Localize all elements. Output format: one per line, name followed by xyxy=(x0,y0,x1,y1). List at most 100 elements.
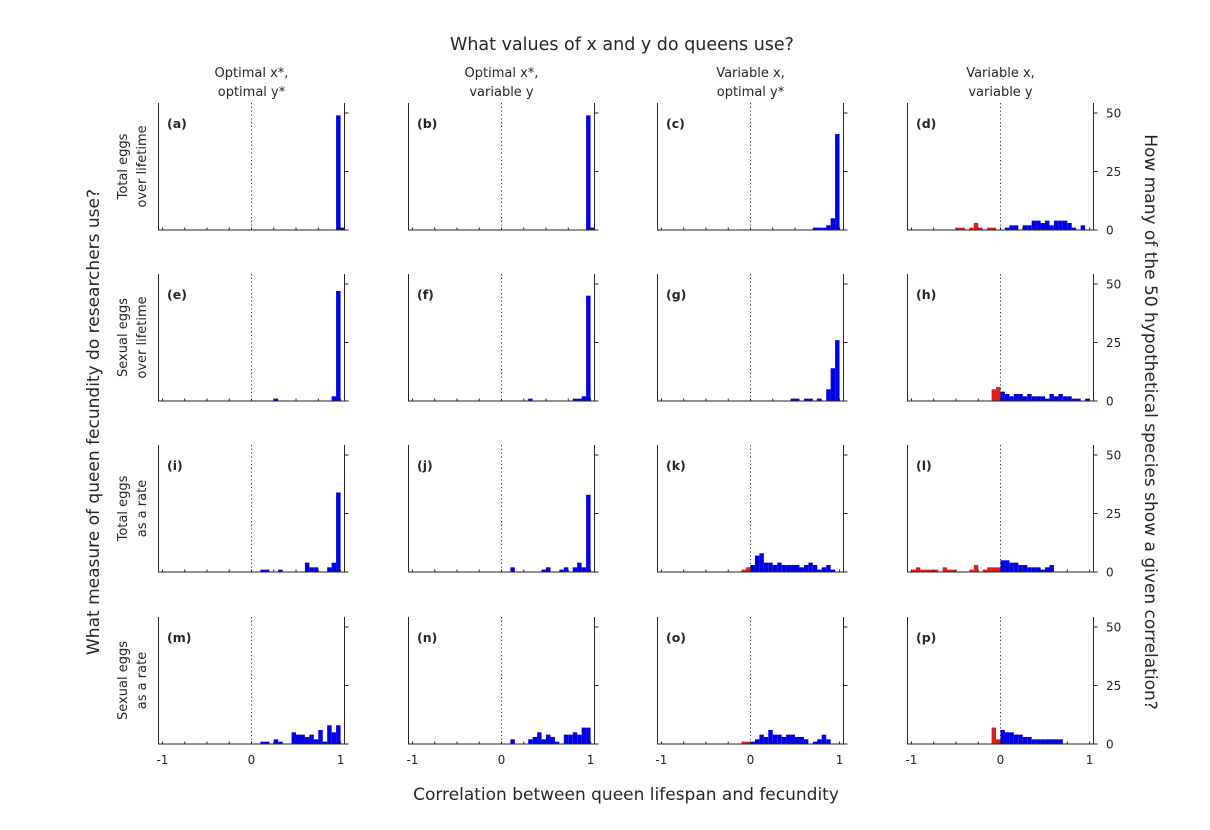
histogram-bar xyxy=(915,567,921,572)
histogram-bar xyxy=(264,741,270,744)
y-tick-label: 50 xyxy=(1106,621,1121,635)
histogram-bar xyxy=(1027,736,1032,744)
panel-k: (k) xyxy=(657,445,848,573)
histogram-bar xyxy=(1022,736,1028,744)
histogram-bar xyxy=(309,567,314,572)
histogram-bar xyxy=(1053,220,1059,230)
column-header-line1: Optimal x*, xyxy=(215,66,289,81)
histogram-bar xyxy=(795,564,800,572)
histogram-bar xyxy=(786,564,791,572)
row-label-line2: as a rate xyxy=(135,652,150,709)
histogram-bar xyxy=(826,739,831,744)
column-header-2: Optimal x*, variable y xyxy=(465,66,539,100)
histogram-bar xyxy=(572,732,578,744)
panel-label: (h) xyxy=(916,287,936,302)
row-label-line1: Total eggs xyxy=(116,475,131,542)
panel-label: (o) xyxy=(666,630,686,645)
figure-title: What values of x and y do queens use? xyxy=(450,35,794,55)
histogram-bar xyxy=(1036,567,1041,572)
histogram-bar xyxy=(309,734,314,744)
panel-n: -1 0 1 (n) xyxy=(406,617,599,767)
histogram-bar xyxy=(264,569,270,572)
histogram-bar xyxy=(786,734,791,744)
column-header-line1: Variable x, xyxy=(966,66,1035,81)
right-axis-label: How many of the 50 hypothetical species … xyxy=(1140,134,1160,710)
histogram-bar xyxy=(550,736,555,744)
histogram-bar xyxy=(996,567,1001,572)
histogram-bar xyxy=(1027,393,1032,401)
histogram-bar xyxy=(568,734,573,744)
histogram-bar xyxy=(1004,227,1010,230)
histogram-bar xyxy=(754,555,760,572)
histogram-bar xyxy=(817,739,822,744)
panel-label: (a) xyxy=(167,116,187,131)
panel-b: (b) xyxy=(408,103,599,231)
histogram-bar xyxy=(933,569,939,572)
panel-i: (i) xyxy=(158,445,349,573)
histogram-bar xyxy=(336,291,341,401)
histogram-bar xyxy=(821,567,827,572)
row-label-line1: Sexual eggs xyxy=(116,641,131,720)
y-tick-label: 0 xyxy=(1106,566,1114,580)
panel-c: (c) xyxy=(657,103,848,231)
panel-label: (k) xyxy=(666,458,686,473)
histogram-bar xyxy=(795,736,800,744)
panel-label: (e) xyxy=(167,287,187,302)
histogram-bar xyxy=(327,725,332,744)
histogram-bar xyxy=(768,729,773,744)
column-header-3: Variable x, optimal y* xyxy=(716,66,785,100)
histogram-bar xyxy=(581,567,587,572)
histogram-bar xyxy=(973,564,979,572)
histogram-bar xyxy=(951,569,956,572)
panel-h: 0 25 50 (h) xyxy=(907,274,1121,409)
histogram-bar xyxy=(759,734,764,744)
row-label-3: Total eggs as a rate xyxy=(116,475,150,542)
x-tick-label: -1 xyxy=(905,753,917,767)
histogram-bar xyxy=(1009,396,1014,401)
histogram-bar xyxy=(830,569,836,572)
histogram-bar xyxy=(510,567,515,572)
histogram-bar xyxy=(830,218,836,230)
histogram-bar xyxy=(1018,734,1023,744)
column-header-4: Variable x, variable y xyxy=(966,66,1035,100)
histogram-bar xyxy=(300,734,305,744)
histogram-bar xyxy=(799,736,804,744)
histogram-bar xyxy=(790,734,796,744)
histogram-bar xyxy=(741,569,747,572)
histogram-bar xyxy=(260,569,265,572)
column-header-line1: Variable x, xyxy=(716,66,785,81)
histogram-bar xyxy=(1058,220,1063,230)
histogram-bar xyxy=(1031,567,1037,572)
histogram-bar xyxy=(554,741,560,744)
histogram-bar xyxy=(304,736,310,744)
panel-label: (j) xyxy=(417,458,433,473)
y-tick-label: 25 xyxy=(1106,336,1121,350)
histogram-bar xyxy=(835,340,840,401)
y-tick-label: 25 xyxy=(1106,679,1121,693)
panel-label: (c) xyxy=(666,116,685,131)
histogram-bar xyxy=(572,398,578,401)
histogram-bar xyxy=(942,567,948,572)
histogram-bar xyxy=(1049,393,1054,401)
histogram-bar xyxy=(296,734,301,744)
histogram-bar xyxy=(586,295,591,401)
histogram-bar xyxy=(777,562,782,572)
histogram-bar xyxy=(763,562,769,572)
x-tick-label: -1 xyxy=(156,753,168,767)
histogram-bar xyxy=(1036,739,1041,744)
histogram-bar xyxy=(336,492,341,572)
histogram-bar xyxy=(1036,396,1041,401)
histogram-bar xyxy=(741,741,747,744)
panel-label: (l) xyxy=(916,458,932,473)
histogram-bar xyxy=(991,389,997,401)
histogram-bar xyxy=(331,732,337,744)
panel-label: (g) xyxy=(666,287,686,302)
histogram-bar xyxy=(327,567,332,572)
y-tick-label: 25 xyxy=(1106,507,1121,521)
histogram-bar xyxy=(1085,398,1090,401)
histogram-bar xyxy=(273,739,279,744)
histogram-bar xyxy=(1040,739,1046,744)
histogram-bar xyxy=(260,741,265,744)
y-tick-label: 0 xyxy=(1106,224,1114,238)
